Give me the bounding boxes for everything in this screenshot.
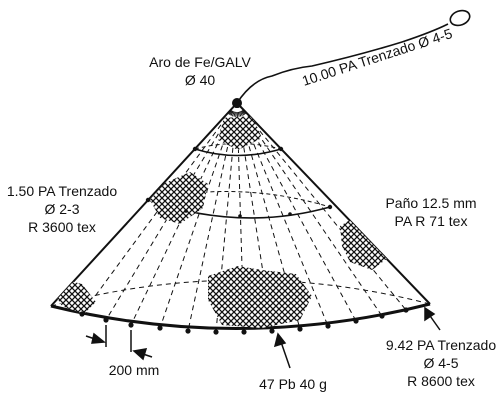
knots: [145, 146, 333, 218]
rim-line-label-3: R 8600 tex: [407, 373, 475, 389]
labels: 10.00 PA Trenzado Ø 4-5 Aro de Fe/GALV Ø…: [7, 25, 496, 392]
spacing-label: 200 mm: [109, 362, 160, 378]
rim-line-label-2: Ø 4-5: [423, 355, 458, 371]
radial-line-label-1: 1.50 PA Trenzado: [7, 183, 117, 199]
leader-arrows: [273, 306, 441, 369]
ring-diameter-label: Ø 40: [185, 72, 216, 88]
radial-line-label-3: R 3600 tex: [28, 219, 96, 235]
mesh-patch-bottom-center: [208, 266, 312, 328]
handline: [236, 23, 449, 104]
weights-label: 47 Pb 40 g: [259, 376, 327, 392]
handline-label: 10.00 PA Trenzado Ø 4-5: [300, 25, 454, 89]
cone-right-edge: [236, 102, 431, 305]
mesh-patch-top: [218, 116, 262, 150]
ring-1: [194, 148, 282, 157]
cone-left-edge: [50, 102, 238, 307]
lead-line-rim: [50, 302, 431, 330]
radial-line-label-2: Ø 2-3: [44, 201, 79, 217]
lead-weights: [79, 307, 409, 335]
pano-label-1: Paño 12.5 mm: [385, 195, 476, 211]
netting-patches: [57, 116, 388, 328]
rim-line-label-1: 9.42 PA Trenzado: [386, 337, 496, 353]
ring-label: Aro de Fe/GALV: [149, 54, 251, 70]
spacing-dimension: [85, 325, 153, 361]
pano-label-2: PA R 71 tex: [395, 213, 468, 229]
mesh-patch-left: [150, 172, 208, 224]
mesh-patch-right: [340, 214, 388, 270]
handline-loop-icon: [449, 9, 471, 27]
